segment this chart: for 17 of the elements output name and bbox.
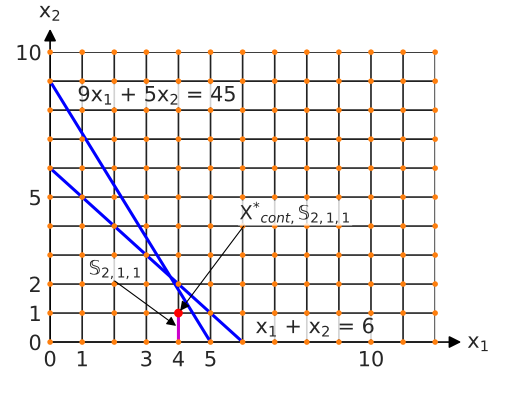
annotation: 𝕊$_{2,1,1}$ xyxy=(90,260,140,280)
x-tick-label: 10 xyxy=(360,350,383,367)
annotation: x$_{1}$ + x$_{2}$ = 6 xyxy=(256,318,374,337)
x-tick-label: 0 xyxy=(44,350,56,367)
x-axis-title: x$_{1}$ xyxy=(468,336,488,352)
y-tick-label: 1 xyxy=(30,306,40,321)
x-tick-label: 3 xyxy=(141,350,152,367)
y-axis-title: x$_{2}$ xyxy=(39,6,60,21)
x-tick-label: 4 xyxy=(172,351,184,366)
x-tick-label: 1 xyxy=(78,351,87,366)
x-tick-label: 5 xyxy=(206,351,216,367)
y-tick-label: 10 xyxy=(18,44,40,60)
annotation: X$^{*}$$_{cont,}$𝕊$_{2,1,1}$ xyxy=(240,202,349,224)
y-tick-label: 5 xyxy=(30,190,40,206)
y-tick-label: 2 xyxy=(30,276,40,292)
annotation: 9x$_{1}$ + 5x$_{2}$ = 45 xyxy=(78,86,235,105)
y-tick-label: 0 xyxy=(30,334,40,350)
